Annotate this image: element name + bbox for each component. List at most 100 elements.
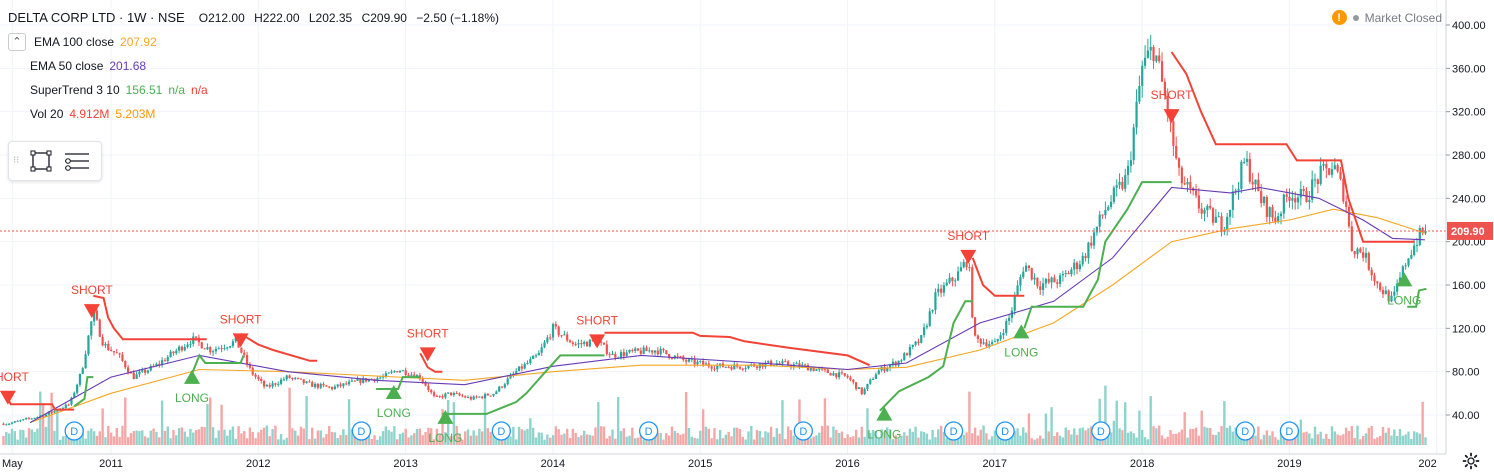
long-signal-icon [437, 409, 454, 424]
indicator-ema100[interactable]: ⌃ EMA 100 close 207.92 [8, 30, 505, 54]
dividend-marker-icon[interactable] [943, 421, 964, 441]
dividend-marker-icon[interactable] [1091, 421, 1111, 441]
settings-lines-button[interactable] [59, 146, 95, 176]
candle-body [903, 353, 906, 361]
drawing-toolbox[interactable]: ⁝⁝ [8, 141, 102, 181]
candle-body [934, 292, 937, 310]
candle-body [90, 321, 93, 336]
volume-bar [1330, 426, 1334, 445]
volume-bar [228, 429, 232, 445]
candle-body [387, 372, 390, 374]
collapse-chevron-icon[interactable]: ⌃ [8, 33, 26, 51]
volume-bar [602, 426, 606, 445]
volume-bar [78, 434, 82, 445]
volume-bar [1070, 434, 1073, 445]
candle-body [877, 370, 880, 375]
candle-body [1240, 161, 1243, 189]
candle-body [464, 396, 467, 398]
ema50-line [29, 186, 1425, 424]
dividend-marker-icon[interactable] [64, 421, 84, 441]
volume-bar [1214, 435, 1218, 445]
candle-body [1036, 277, 1039, 287]
symbol-title[interactable]: DELTA CORP LTD · 1W · NSE [8, 10, 185, 25]
volume-bar [1390, 435, 1393, 445]
market-status: ! Market Closed [1331, 10, 1442, 25]
short-label: SHORT [220, 312, 262, 326]
volume-bar [786, 426, 790, 445]
candle-body [1319, 165, 1322, 184]
volume-bar [529, 418, 532, 445]
volume-bar [1228, 425, 1232, 445]
candle-body [1248, 158, 1251, 182]
volume-bar [285, 437, 288, 445]
high-value: H222.00 [254, 11, 300, 25]
volume-bar [61, 436, 65, 445]
candle-body [1296, 197, 1300, 203]
candle-body [1155, 55, 1158, 62]
candle-body [203, 348, 206, 350]
dividend-marker-icon[interactable] [638, 421, 659, 441]
volume-bar [1206, 427, 1209, 445]
candle-body [472, 396, 475, 400]
volume-bar [721, 438, 725, 445]
volume-bar [1302, 432, 1305, 445]
candle-body [600, 341, 603, 343]
volume-bar [605, 438, 609, 445]
dividend-marker-icon[interactable] [1235, 421, 1255, 441]
dividend-marker-icon[interactable] [351, 421, 372, 441]
warning-icon[interactable]: ! [1331, 10, 1347, 25]
candle-body [1370, 269, 1373, 276]
candle-body [311, 382, 314, 387]
volume-bar [132, 431, 135, 445]
volume-bar [1180, 429, 1184, 445]
candle-body [1112, 187, 1115, 202]
candle-body [61, 408, 65, 410]
candle-body [1271, 207, 1274, 218]
volume-bar [1410, 439, 1413, 445]
rectangle-tool-button[interactable] [23, 146, 59, 176]
indicator-supertrend[interactable]: SuperTrend 3 10 156.51 n/a n/a [8, 78, 505, 102]
short-signal-icon [960, 249, 977, 264]
gear-icon[interactable] [1462, 452, 1480, 470]
candle-body [1328, 168, 1331, 175]
candle-body [401, 370, 404, 372]
supertrend-down-line [7, 398, 75, 411]
candle-body [495, 391, 498, 395]
indicator-volume[interactable]: Vol 20 4.912M 5.203M [8, 102, 505, 126]
candle-body [767, 360, 770, 363]
volume-bar [449, 436, 453, 445]
volume-bar [546, 434, 549, 445]
long-label: LONG [1004, 345, 1038, 359]
candle-body [1245, 158, 1249, 162]
candle-body [398, 371, 402, 373]
candle-body [1415, 245, 1419, 247]
candle-body [243, 352, 246, 355]
time-tick-label: May [2, 458, 23, 470]
volume-bar [1203, 426, 1206, 445]
indicator-ema50[interactable]: EMA 50 close 201.68 [8, 54, 505, 78]
volume-bar [472, 430, 475, 445]
volume-bar [240, 433, 243, 445]
short-label: SHORT [576, 313, 618, 327]
dividend-marker-icon[interactable] [491, 421, 511, 441]
candle-body [78, 373, 82, 385]
volume-bar [976, 435, 980, 445]
candle-body [651, 350, 654, 353]
volume-bar [141, 430, 144, 445]
drag-handle-icon[interactable]: ⁝⁝ [13, 155, 20, 166]
volume-bar [1146, 439, 1150, 445]
volume-bar [1169, 430, 1172, 445]
long-signal-icon [876, 406, 893, 421]
dividend-marker-icon[interactable] [793, 421, 813, 441]
volume-bar [257, 432, 260, 445]
candle-body [1206, 205, 1209, 211]
dividend-marker-icon[interactable] [1279, 421, 1300, 441]
candle-body [356, 378, 359, 381]
candle-body [1288, 196, 1291, 201]
dividend-marker-icon[interactable] [995, 421, 1015, 441]
candle-body [325, 385, 328, 387]
volume-bar [509, 436, 512, 445]
candle-body [8, 423, 11, 425]
candle-body [1002, 333, 1005, 336]
